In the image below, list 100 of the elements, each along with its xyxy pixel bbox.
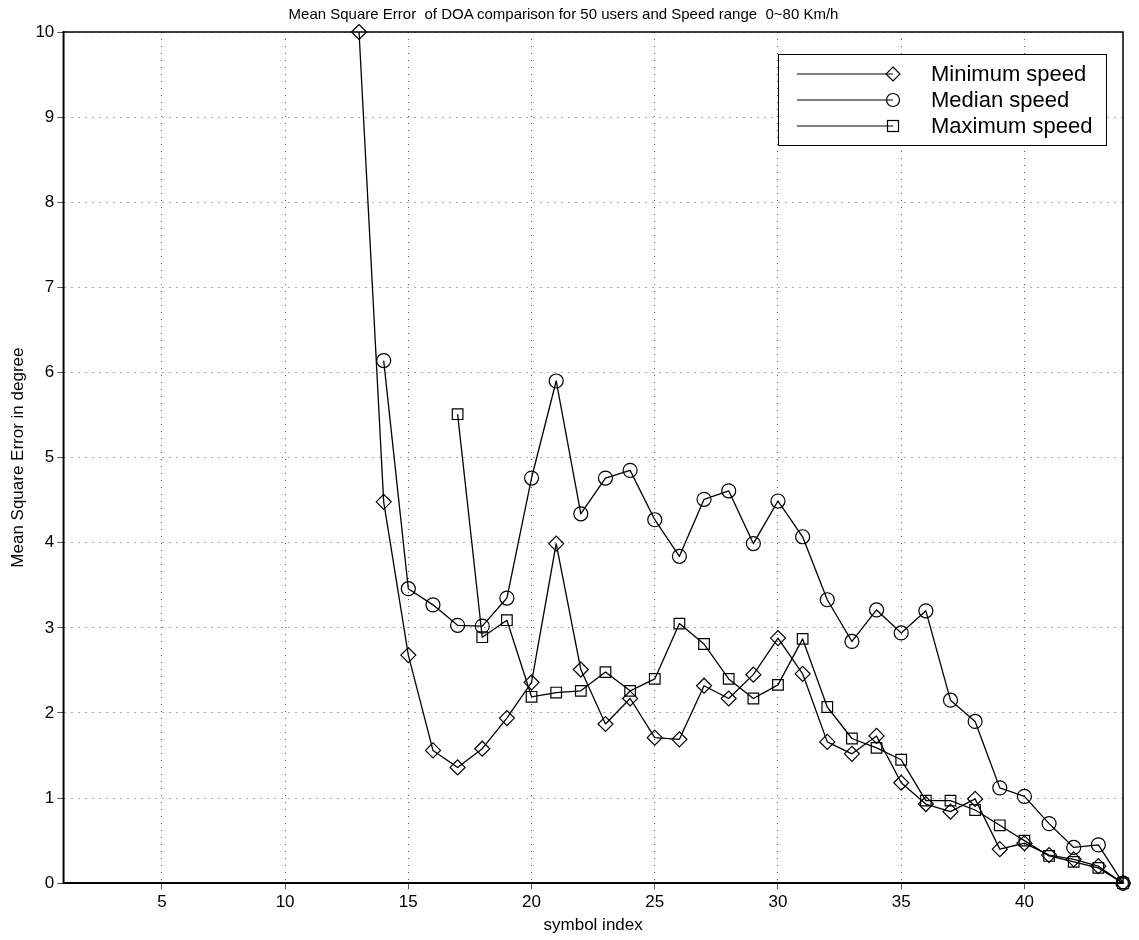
y-axis-title: Mean Square Error in degree bbox=[7, 347, 27, 568]
point bbox=[868, 602, 885, 618]
point bbox=[819, 733, 836, 750]
y-tick-label: 2 bbox=[44, 702, 55, 722]
point bbox=[449, 759, 466, 776]
point bbox=[967, 790, 984, 808]
point bbox=[548, 373, 564, 389]
point bbox=[350, 24, 368, 41]
point bbox=[893, 625, 909, 641]
point bbox=[819, 592, 835, 608]
x-axis-title: symbol index bbox=[543, 915, 644, 935]
legend-label: Median speed bbox=[931, 87, 1070, 113]
point bbox=[846, 732, 858, 745]
point bbox=[870, 741, 883, 754]
point bbox=[376, 352, 392, 369]
point bbox=[991, 841, 1008, 858]
point bbox=[918, 603, 934, 619]
chart-title: Mean Square Error of DOA comparison for 50 users and Speed range 0~80 Km/h bbox=[288, 5, 839, 23]
y-tick-label: 1 bbox=[44, 787, 55, 807]
legend-label: Minimum speed bbox=[931, 61, 1087, 87]
point bbox=[993, 819, 1006, 832]
point bbox=[969, 804, 982, 816]
point bbox=[745, 666, 762, 683]
x-tick-label: 40 bbox=[1014, 892, 1034, 912]
point bbox=[844, 633, 860, 650]
point bbox=[451, 408, 464, 421]
x-tick-label: 20 bbox=[522, 892, 542, 912]
point bbox=[400, 581, 416, 597]
x-tick-label: 5 bbox=[157, 892, 167, 912]
y-tick-label: 5 bbox=[44, 447, 55, 467]
y-tick-label: 8 bbox=[44, 191, 55, 211]
point bbox=[1066, 839, 1082, 856]
x-tick-label: 30 bbox=[768, 892, 788, 912]
point bbox=[745, 535, 761, 552]
point bbox=[476, 631, 489, 644]
point bbox=[1016, 788, 1033, 804]
point bbox=[794, 665, 811, 682]
point bbox=[843, 745, 861, 762]
point bbox=[671, 731, 688, 748]
point bbox=[550, 686, 563, 699]
y-tick-label: 10 bbox=[35, 21, 55, 41]
point bbox=[944, 794, 957, 807]
point bbox=[1090, 837, 1106, 853]
y-tick-label: 9 bbox=[44, 106, 55, 126]
point bbox=[424, 742, 442, 759]
point bbox=[425, 597, 441, 613]
point bbox=[548, 535, 565, 552]
point bbox=[375, 493, 392, 510]
point bbox=[474, 618, 490, 634]
point bbox=[721, 483, 737, 499]
point bbox=[525, 690, 538, 703]
point bbox=[967, 713, 983, 730]
y-tick-label: 0 bbox=[44, 872, 55, 892]
point bbox=[772, 678, 784, 691]
point bbox=[673, 617, 686, 630]
point bbox=[622, 690, 639, 707]
point bbox=[1067, 856, 1080, 868]
point bbox=[893, 774, 910, 791]
point bbox=[1065, 851, 1082, 868]
point bbox=[647, 512, 663, 528]
x-tick-label: 35 bbox=[891, 892, 911, 912]
point bbox=[992, 780, 1008, 796]
point bbox=[450, 617, 466, 633]
point bbox=[499, 590, 515, 606]
x-tick-label: 15 bbox=[398, 892, 418, 912]
point bbox=[747, 692, 760, 705]
point bbox=[498, 709, 515, 727]
point bbox=[523, 470, 540, 486]
point bbox=[599, 666, 612, 679]
point bbox=[646, 729, 663, 746]
point bbox=[722, 673, 735, 685]
point bbox=[572, 661, 589, 678]
point bbox=[770, 493, 786, 509]
legend-label: Maximum speed bbox=[931, 113, 1093, 139]
point bbox=[597, 470, 614, 486]
point bbox=[942, 692, 959, 708]
point bbox=[769, 629, 787, 647]
y-tick-label: 4 bbox=[44, 532, 55, 552]
point bbox=[942, 803, 959, 820]
point bbox=[1041, 816, 1057, 832]
point bbox=[895, 753, 908, 766]
point bbox=[720, 690, 737, 707]
y-tick-label: 7 bbox=[44, 277, 55, 297]
x-tick-label: 25 bbox=[645, 892, 665, 912]
point bbox=[501, 614, 513, 627]
point bbox=[523, 674, 540, 691]
y-tick-label: 6 bbox=[44, 362, 55, 382]
point bbox=[474, 740, 491, 757]
point bbox=[917, 795, 934, 813]
point bbox=[696, 491, 712, 507]
x-tick-label: 10 bbox=[275, 892, 295, 912]
point bbox=[622, 462, 638, 478]
point bbox=[624, 684, 637, 697]
point bbox=[868, 727, 885, 745]
point bbox=[1016, 835, 1033, 852]
point bbox=[796, 633, 809, 645]
point bbox=[671, 548, 688, 564]
point bbox=[698, 638, 710, 650]
point bbox=[597, 715, 614, 733]
point bbox=[821, 701, 834, 713]
